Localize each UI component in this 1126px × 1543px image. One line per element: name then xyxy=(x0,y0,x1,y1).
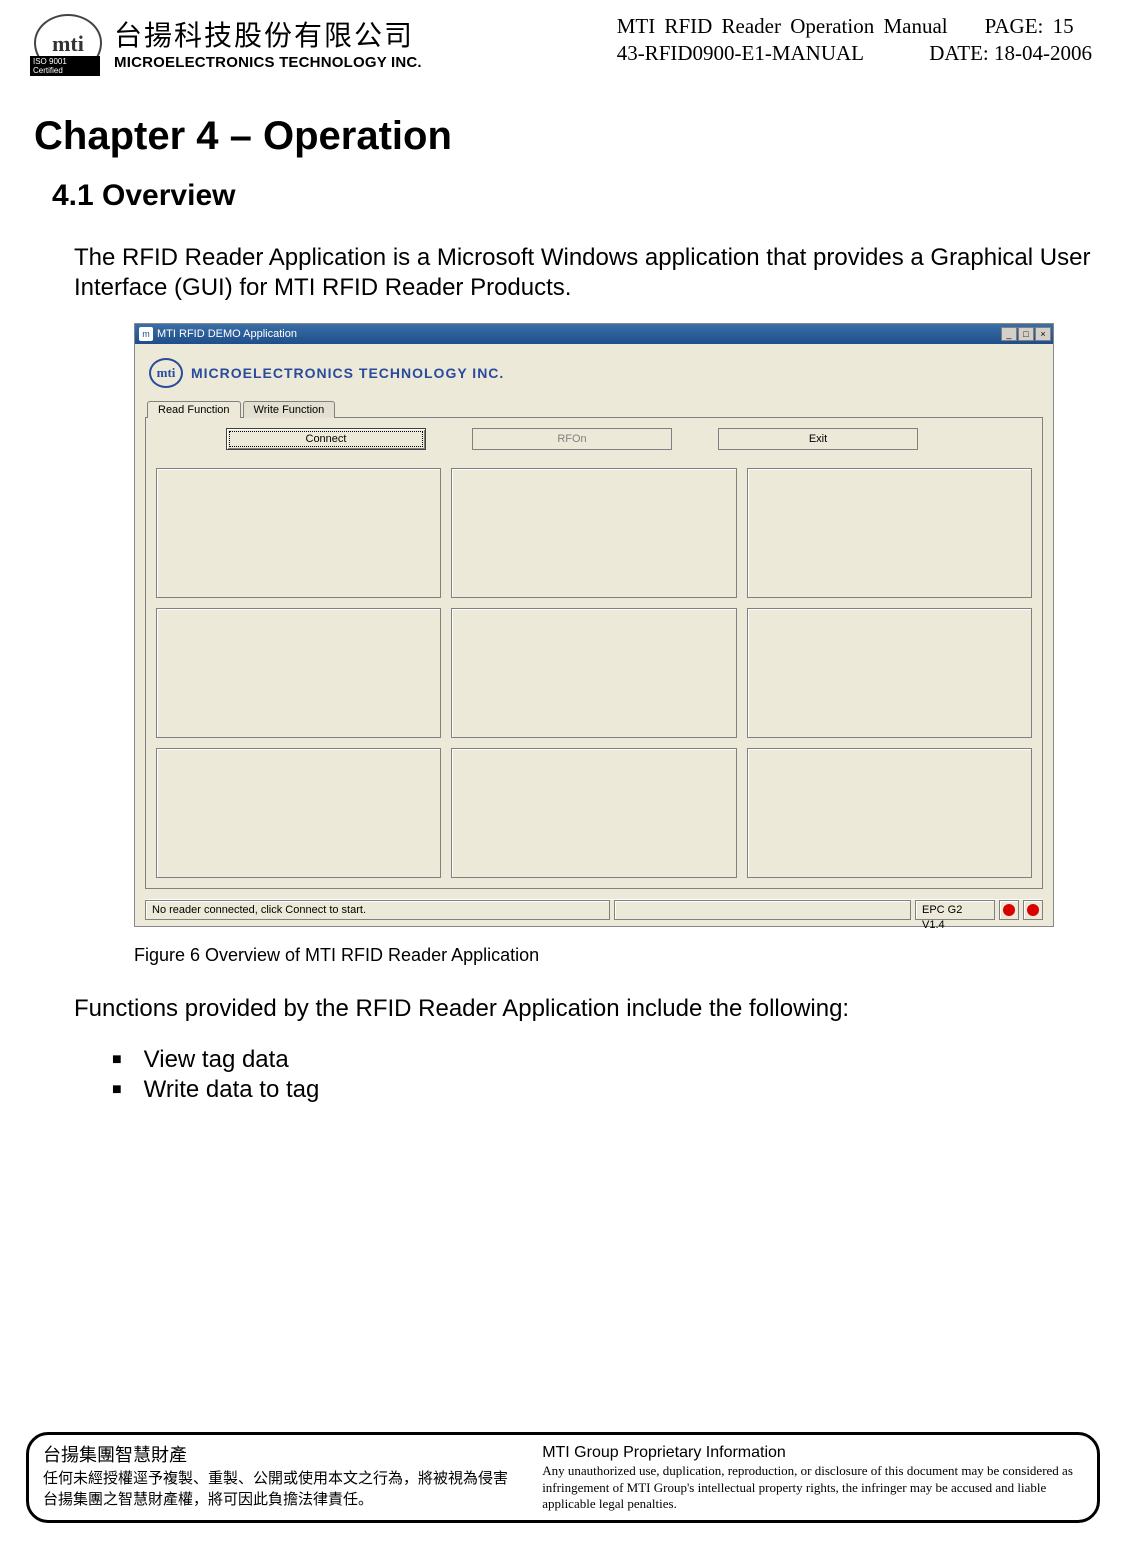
company-logo: mti ISO 9001 Certified xyxy=(34,14,102,74)
list-item: Write data to tag xyxy=(112,1076,1092,1104)
company-name-cn: 台揚科技股份有限公司 xyxy=(114,14,422,54)
page-footer: 台揚集團智慧財產 任何未經授權逕予複製、重製、公開或使用本文之行為，將被視為侵害… xyxy=(26,1432,1100,1523)
grid-cell xyxy=(747,468,1032,598)
tab-write-function[interactable]: Write Function xyxy=(243,401,336,418)
company-name-block: 台揚科技股份有限公司 MICROELECTRONICS TECHNOLOGY I… xyxy=(114,14,422,71)
brand-logo-icon: mti xyxy=(149,358,183,388)
version-label: EPC G2 V1.4 xyxy=(915,900,995,920)
footer-right-title: MTI Group Proprietary Information xyxy=(542,1443,1083,1463)
grid-cell xyxy=(156,468,441,598)
logo-text: mti xyxy=(52,31,84,57)
doc-date: DATE: 18-04-2006 xyxy=(929,41,1092,65)
chapter-title: Chapter 4 – Operation xyxy=(34,114,1092,159)
doc-meta: MTI RFID Reader Operation Manual PAGE: 1… xyxy=(617,14,1092,66)
grid-cell xyxy=(451,608,736,738)
doc-title: MTI RFID Reader Operation Manual xyxy=(617,14,948,38)
status-led-1 xyxy=(999,900,1019,920)
exit-button[interactable]: Exit xyxy=(718,428,918,450)
window-titlebar: m MTI RFID DEMO Application _ □ × xyxy=(135,324,1053,344)
grid-cell xyxy=(451,468,736,598)
led-dot-icon xyxy=(1027,904,1039,916)
footer-left-line1: 任何未經授權逕予複製、重製、公開或使用本文之行為，將被視為侵害 xyxy=(43,1468,542,1489)
connect-button[interactable]: Connect xyxy=(226,428,426,450)
brand-row: mti MICROELECTRONICS TECHNOLOGY INC. xyxy=(145,352,1043,400)
intro-paragraph: The RFID Reader Application is a Microso… xyxy=(74,243,1092,303)
grid-cell xyxy=(747,748,1032,878)
grid-cell xyxy=(451,748,736,878)
window-title: MTI RFID DEMO Application xyxy=(157,328,1001,340)
grid-cell xyxy=(156,748,441,878)
grid-cell xyxy=(747,608,1032,738)
section-title: 4.1 Overview xyxy=(52,179,1092,213)
figure-screenshot: m MTI RFID DEMO Application _ □ × mti MI… xyxy=(134,323,1092,927)
doc-number: 43-RFID0900-E1-MANUAL xyxy=(617,41,864,65)
tag-grid xyxy=(156,468,1032,878)
tab-read-function[interactable]: Read Function xyxy=(147,401,241,418)
footer-right-body: Any unauthorized use, duplication, repro… xyxy=(542,1463,1083,1512)
status-bar: No reader connected, click Connect to st… xyxy=(145,899,1043,920)
status-spacer xyxy=(614,900,911,920)
logo-block: mti ISO 9001 Certified 台揚科技股份有限公司 MICROE… xyxy=(34,14,422,74)
footer-left-line2: 台揚集團之智慧財產權，將可因此負擔法律責任。 xyxy=(43,1489,542,1510)
rfon-button[interactable]: RFOn xyxy=(472,428,672,450)
page-number: PAGE: 15 xyxy=(985,14,1074,38)
page-header: mti ISO 9001 Certified 台揚科技股份有限公司 MICROE… xyxy=(34,14,1092,74)
functions-intro: Functions provided by the RFID Reader Ap… xyxy=(74,994,1092,1024)
figure-caption: Figure 6 Overview of MTI RFID Reader App… xyxy=(134,945,1092,966)
led-dot-icon xyxy=(1003,904,1015,916)
footer-left: 台揚集團智慧財產 任何未經授權逕予複製、重製、公開或使用本文之行為，將被視為侵害… xyxy=(43,1443,542,1512)
company-name-en: MICROELECTRONICS TECHNOLOGY INC. xyxy=(114,54,422,71)
grid-cell xyxy=(156,608,441,738)
close-button[interactable]: × xyxy=(1035,327,1051,341)
app-icon: m xyxy=(139,327,153,341)
iso-badge: ISO 9001 Certified xyxy=(30,56,100,76)
footer-left-title: 台揚集團智慧財產 xyxy=(43,1443,542,1468)
list-item: View tag data xyxy=(112,1046,1092,1074)
status-led-2 xyxy=(1023,900,1043,920)
tab-strip: Read Function Write Function xyxy=(147,400,1043,417)
minimize-button[interactable]: _ xyxy=(1001,327,1017,341)
footer-right: MTI Group Proprietary Information Any un… xyxy=(542,1443,1083,1512)
status-message: No reader connected, click Connect to st… xyxy=(145,900,610,920)
brand-text: MICROELECTRONICS TECHNOLOGY INC. xyxy=(191,365,504,381)
functions-list: View tag data Write data to tag xyxy=(112,1046,1092,1104)
maximize-button[interactable]: □ xyxy=(1018,327,1034,341)
app-window: m MTI RFID DEMO Application _ □ × mti MI… xyxy=(134,323,1054,927)
tab-panel: Connect RFOn Exit xyxy=(145,417,1043,889)
